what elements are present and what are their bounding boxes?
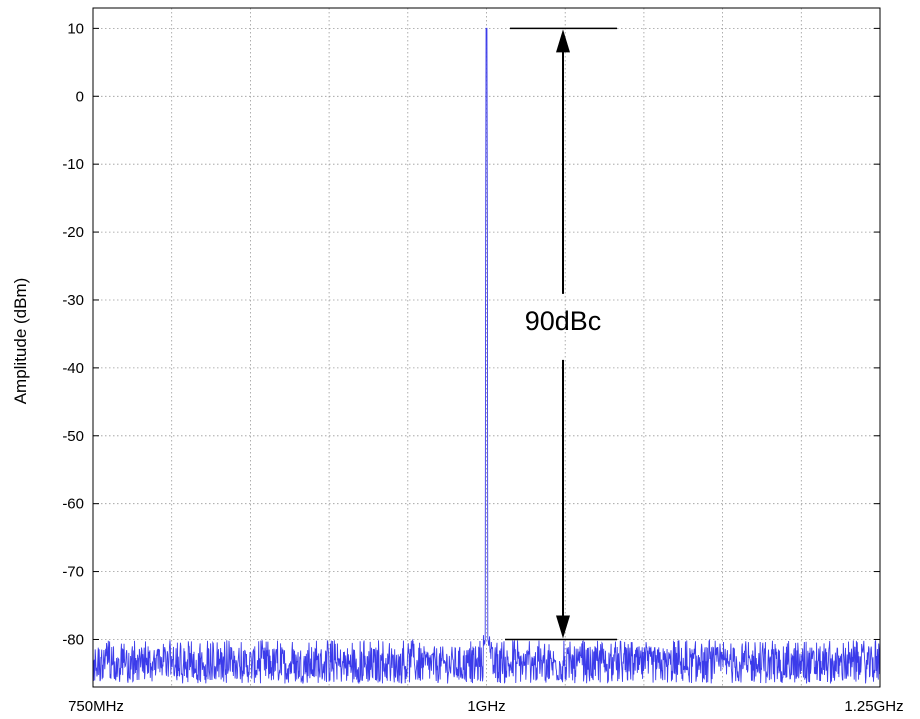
y-axis-label: Amplitude (dBm) — [11, 278, 30, 405]
x-tick-label: 1GHz — [467, 698, 505, 715]
y-tick-label: -30 — [62, 292, 84, 309]
y-tick-label: -20 — [62, 224, 84, 241]
x-tick-labels: 750MHz 1GHz 1.25GHz — [68, 698, 904, 715]
y-tick-label: -80 — [62, 631, 84, 648]
y-tick-label: 10 — [67, 20, 84, 37]
dbc-annotation: 90dBc — [505, 27, 617, 641]
plot-frame — [92, 7, 881, 688]
y-tick-label: -60 — [62, 496, 84, 513]
annotation-label: 90dBc — [525, 306, 602, 336]
annotation-arrowhead-down — [556, 615, 570, 639]
y-tick-label: 0 — [76, 88, 84, 105]
y-tick-label: -50 — [62, 428, 84, 445]
y-tick-labels: 10 0 -10 -20 -30 -40 -50 -60 -70 -80 — [62, 20, 880, 648]
y-tick-label: -40 — [62, 360, 84, 377]
y-tick-label: -70 — [62, 564, 84, 581]
trace-line — [92, 27, 881, 684]
spectrum-trace — [92, 27, 881, 684]
x-tick-label: 1.25GHz — [844, 698, 903, 715]
x-tick-label: 750MHz — [68, 698, 124, 715]
y-tick-label: -10 — [62, 156, 84, 173]
annotation-arrowhead-up — [556, 29, 570, 53]
